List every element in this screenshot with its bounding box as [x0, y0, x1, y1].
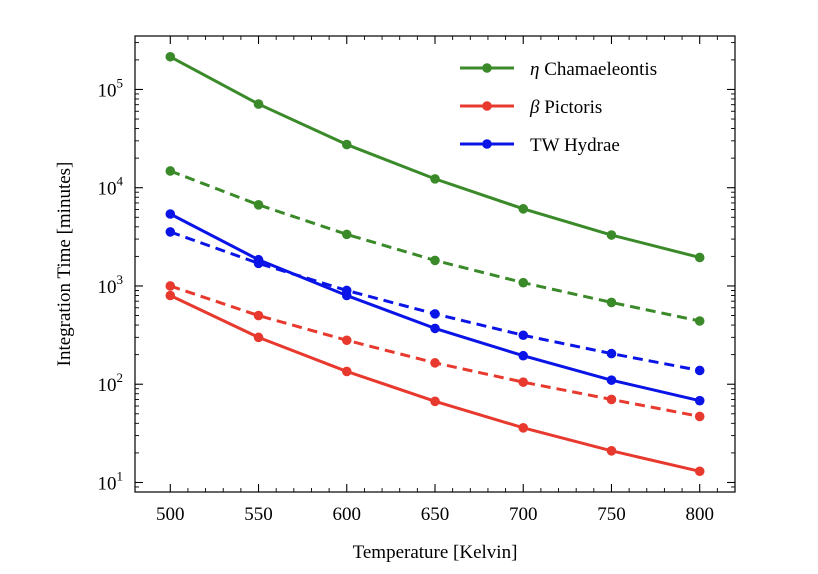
data-point — [606, 375, 617, 385]
data-point — [694, 395, 705, 406]
data-point — [341, 285, 352, 296]
data-point — [694, 466, 705, 477]
legend-marker — [482, 63, 492, 73]
data-point — [606, 230, 617, 240]
data-point — [430, 309, 440, 319]
y-tick-label: 101 — [98, 468, 124, 494]
y-tick-label: 104 — [98, 174, 124, 200]
data-point — [341, 139, 352, 150]
data-point — [165, 209, 176, 219]
data-point — [430, 396, 440, 407]
data-point — [694, 411, 705, 422]
x-tick-label: 800 — [685, 504, 714, 525]
data-point — [253, 200, 264, 210]
data-point — [253, 332, 264, 343]
data-point — [606, 348, 617, 359]
series-5 — [165, 227, 705, 376]
data-point — [341, 229, 352, 240]
series-4 — [165, 281, 705, 422]
series-0 — [165, 51, 705, 263]
legend-entry: TW Hydrae — [460, 135, 620, 156]
data-point — [341, 335, 352, 346]
data-point — [518, 423, 529, 433]
series-layer — [165, 51, 705, 477]
data-point — [430, 323, 440, 334]
data-point — [253, 258, 264, 269]
legend-marker — [482, 139, 492, 149]
data-point — [606, 297, 617, 308]
data-point — [430, 358, 440, 368]
legend-entry: η Chamaeleontis — [460, 59, 657, 80]
data-point — [165, 51, 176, 62]
data-point — [253, 310, 264, 321]
legend-label: β Pictoris — [529, 97, 602, 118]
data-point — [606, 446, 617, 456]
plot-frame — [134, 35, 736, 493]
x-tick-label: 600 — [333, 504, 362, 525]
legend-marker — [482, 101, 492, 111]
series-line-0 — [169, 55, 701, 259]
x-tick-label: 700 — [509, 504, 538, 525]
x-tick-label: 500 — [156, 504, 185, 525]
x-tick-label: 650 — [421, 504, 450, 525]
data-point — [518, 330, 529, 341]
data-point — [606, 394, 617, 405]
data-point — [694, 316, 705, 326]
ticks-layer: 500 550 600 650 700 750 800 101 102 103 104 105 — [98, 36, 735, 525]
legend-label: η Chamaeleontis — [530, 59, 657, 80]
series-line-2 — [169, 212, 701, 403]
data-point — [518, 204, 529, 214]
y-axis-label: Integration Time [minutes] — [54, 162, 75, 367]
series-1 — [165, 290, 705, 477]
x-tick-label: 750 — [597, 504, 626, 525]
data-point — [430, 174, 440, 184]
data-point — [165, 166, 176, 176]
series-line-3 — [169, 169, 701, 323]
data-point — [341, 366, 352, 377]
legend: η Chamaeleontis β Pictoris TW Hydrae — [460, 59, 657, 156]
data-point — [694, 365, 705, 376]
data-point — [518, 350, 529, 361]
data-point — [518, 377, 529, 387]
data-point — [253, 99, 264, 109]
y-tick-label: 103 — [98, 272, 124, 298]
data-point — [165, 281, 176, 291]
y-tick-label: 102 — [98, 370, 124, 396]
x-axis-label: Temperature [Kelvin] — [353, 542, 518, 563]
data-point — [694, 252, 705, 263]
data-point — [165, 227, 176, 237]
data-point — [518, 277, 529, 288]
series-3 — [165, 166, 705, 326]
legend-entry: β Pictoris — [460, 97, 602, 118]
series-line-5 — [169, 230, 700, 372]
data-point — [430, 255, 440, 266]
y-tick-label: 105 — [98, 75, 124, 101]
x-tick-label: 550 — [244, 504, 273, 525]
legend-label: TW Hydrae — [530, 135, 620, 156]
data-point — [165, 290, 176, 301]
